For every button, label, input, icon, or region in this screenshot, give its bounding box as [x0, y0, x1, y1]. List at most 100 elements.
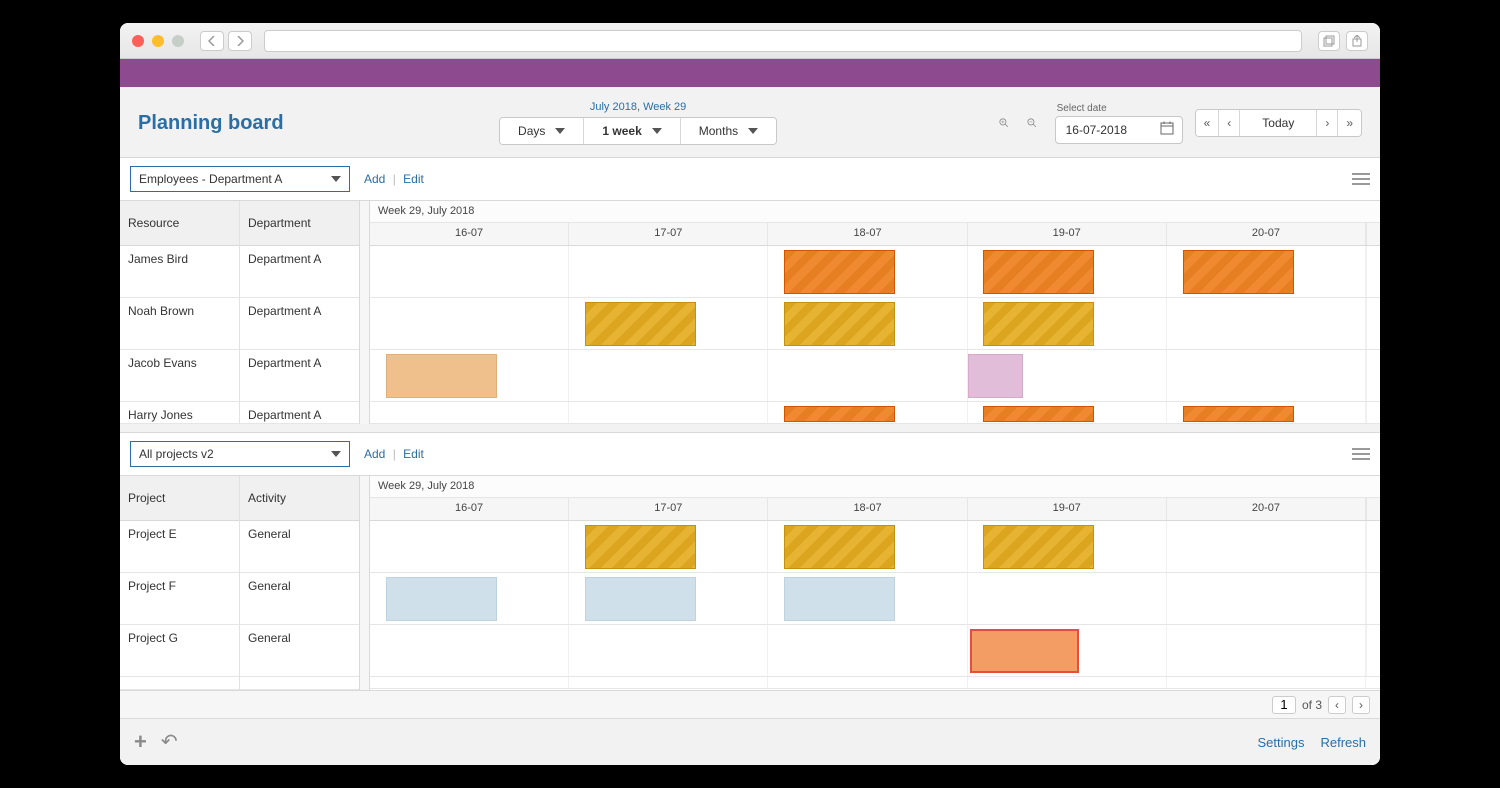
task-block[interactable] — [784, 577, 895, 621]
section-projects: All projects v2 Add | Edit Project Proj — [120, 432, 1380, 718]
task-block[interactable] — [784, 525, 895, 569]
timeline-cell[interactable] — [370, 402, 569, 423]
resource-cell: Project G — [120, 625, 239, 677]
edit-link[interactable]: Edit — [403, 172, 424, 186]
timeline-cell[interactable] — [968, 246, 1167, 297]
task-block[interactable] — [784, 250, 895, 294]
add-icon[interactable]: + — [134, 729, 147, 755]
task-block[interactable] — [983, 406, 1094, 422]
timeline-cell[interactable] — [968, 521, 1167, 572]
timeline-cell[interactable] — [1167, 350, 1366, 401]
task-block[interactable] — [784, 302, 895, 346]
minimize-icon[interactable] — [152, 35, 164, 47]
range-week-button[interactable]: 1 week — [584, 118, 680, 144]
employees-filter-select[interactable]: Employees - Department A — [130, 166, 350, 192]
projects-filter-select[interactable]: All projects v2 — [130, 441, 350, 467]
tabs-icon[interactable] — [1318, 31, 1340, 51]
task-block[interactable] — [585, 525, 696, 569]
edit-link[interactable]: Edit — [403, 447, 424, 461]
nav-last-button[interactable]: » — [1338, 110, 1361, 136]
zoom-in-button[interactable] — [993, 112, 1015, 134]
nav-next-button[interactable]: › — [1317, 110, 1338, 136]
page-input[interactable] — [1272, 696, 1296, 714]
timeline-cell[interactable] — [768, 402, 967, 423]
task-block[interactable] — [386, 577, 497, 621]
timeline-cell[interactable] — [768, 246, 967, 297]
timeline-cell[interactable] — [569, 350, 768, 401]
timeline-cell[interactable] — [1167, 246, 1366, 297]
add-link[interactable]: Add — [364, 172, 385, 186]
refresh-link[interactable]: Refresh — [1320, 735, 1366, 750]
timeline-cell[interactable] — [569, 402, 768, 423]
settings-link[interactable]: Settings — [1257, 735, 1304, 750]
timeline-cell[interactable] — [768, 298, 967, 349]
task-block[interactable] — [983, 250, 1094, 294]
timeline-row — [370, 350, 1380, 402]
range-months-button[interactable]: Months — [681, 118, 776, 144]
nav-prev-button[interactable]: ‹ — [1219, 110, 1240, 136]
section-menu-button[interactable] — [1352, 170, 1370, 188]
zoom-out-button[interactable] — [1021, 112, 1043, 134]
back-button[interactable] — [200, 31, 224, 51]
nav-first-button[interactable]: « — [1196, 110, 1220, 136]
task-block[interactable] — [1183, 406, 1294, 422]
timeline-cell[interactable] — [968, 298, 1167, 349]
task-block[interactable] — [784, 406, 895, 422]
department-cell: Department A — [240, 298, 359, 350]
task-block[interactable] — [983, 302, 1094, 346]
timeline-cell[interactable] — [569, 246, 768, 297]
timeline-cell[interactable] — [968, 350, 1167, 401]
date-input[interactable] — [1064, 122, 1136, 138]
timeline-cell[interactable] — [1167, 521, 1366, 572]
timeline-cell[interactable] — [370, 573, 569, 624]
task-block[interactable] — [585, 302, 696, 346]
range-days-button[interactable]: Days — [500, 118, 584, 144]
timeline-cell[interactable] — [968, 573, 1167, 624]
timeline-cell[interactable] — [370, 246, 569, 297]
timeline-cell[interactable] — [370, 625, 569, 676]
close-icon[interactable] — [132, 35, 144, 47]
timeline-cell[interactable] — [569, 521, 768, 572]
pager: of 3 ‹ › — [120, 690, 1380, 718]
timeline-cell[interactable] — [370, 521, 569, 572]
task-block[interactable] — [386, 354, 497, 398]
timeline-cell[interactable] — [768, 350, 967, 401]
task-block[interactable] — [983, 525, 1094, 569]
timeline-cell[interactable] — [1167, 298, 1366, 349]
chevron-down-icon — [748, 128, 758, 134]
timeline-cell[interactable] — [768, 573, 967, 624]
task-block[interactable] — [585, 577, 696, 621]
toolbar: Planning board July 2018, Week 29 Days 1… — [120, 87, 1380, 157]
timeline-cell[interactable] — [1167, 402, 1366, 423]
task-block[interactable] — [1183, 250, 1294, 294]
day-header: 17-07 — [569, 498, 768, 520]
zoom-icon[interactable] — [172, 35, 184, 47]
task-block[interactable] — [970, 629, 1079, 673]
resource-cell: James Bird — [120, 246, 239, 298]
page-next-button[interactable]: › — [1352, 696, 1370, 714]
url-bar[interactable] — [264, 30, 1302, 52]
timeline-cell[interactable] — [370, 298, 569, 349]
timeline-cell[interactable] — [569, 625, 768, 676]
timeline-cell[interactable] — [768, 521, 967, 572]
chevron-down-icon — [331, 451, 341, 457]
undo-icon[interactable]: ↶ — [161, 729, 178, 755]
calendar-icon[interactable] — [1160, 121, 1174, 138]
date-field[interactable] — [1055, 116, 1183, 144]
task-block[interactable] — [968, 354, 1024, 398]
timeline-cell[interactable] — [1167, 573, 1366, 624]
today-button[interactable]: Today — [1240, 110, 1317, 136]
timeline-cell[interactable] — [768, 625, 967, 676]
timeline-cell[interactable] — [370, 350, 569, 401]
department-cell: Department A — [240, 246, 359, 298]
section-menu-button[interactable] — [1352, 445, 1370, 463]
timeline-cell[interactable] — [569, 298, 768, 349]
page-prev-button[interactable]: ‹ — [1328, 696, 1346, 714]
timeline-cell[interactable] — [968, 402, 1167, 423]
timeline-cell[interactable] — [968, 625, 1167, 676]
share-icon[interactable] — [1346, 31, 1368, 51]
forward-button[interactable] — [228, 31, 252, 51]
timeline-cell[interactable] — [569, 573, 768, 624]
add-link[interactable]: Add — [364, 447, 385, 461]
timeline-cell[interactable] — [1167, 625, 1366, 676]
